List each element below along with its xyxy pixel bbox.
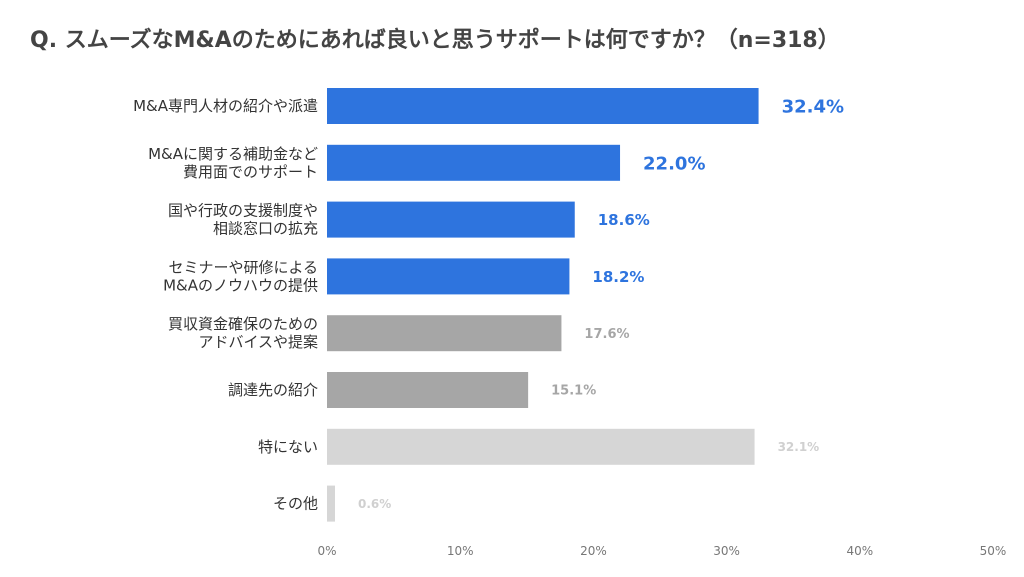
bar-7 <box>327 485 335 522</box>
bar-4 <box>327 315 562 352</box>
category-label-4-1: アドバイスや提案 <box>198 333 318 351</box>
value-label-7: 0.6% <box>358 497 391 511</box>
x-tick-label-2: 20% <box>580 544 607 558</box>
bar-2 <box>327 201 575 238</box>
x-tick-label-4: 40% <box>846 544 873 558</box>
bar-6 <box>327 428 755 465</box>
category-label-2-0: 国や行政の支援制度や <box>168 202 318 220</box>
category-label-2-1: 相談窓口の拡充 <box>213 220 318 238</box>
category-label-1-1: 費用面でのサポート <box>183 163 318 181</box>
value-labels-group: 32.4% 22.0% 18.6% 18.2% 17.6% 15.1% 32.1% 0.6% <box>358 96 844 510</box>
category-label-3-0: セミナーや研修による <box>168 258 318 276</box>
x-tick-label-0: 0% <box>317 544 336 558</box>
bar-3 <box>327 258 570 295</box>
chart-title: Q. スムーズなM&Aのためにあれば良いと思うサポートは何ですか？（n=318） <box>30 28 840 53</box>
value-label-4: 17.6% <box>584 327 629 342</box>
bars-group <box>327 88 759 522</box>
category-label-7-0: その他 <box>273 495 318 513</box>
value-label-3: 18.2% <box>592 268 644 286</box>
category-label-3-1: M&Aのノウハウの提供 <box>163 276 318 294</box>
category-label-0-0: M&A専門人材の紹介や派遣 <box>133 97 318 115</box>
category-label-5-0: 調達先の紹介 <box>228 381 318 399</box>
bar-0 <box>327 88 759 124</box>
x-tick-label-1: 10% <box>447 544 474 558</box>
category-label-1-0: M&Aに関する補助金など <box>148 145 318 163</box>
category-label-6-0: 特にない <box>258 438 318 456</box>
value-label-5: 15.1% <box>551 384 596 399</box>
value-label-0: 32.4% <box>782 96 844 117</box>
x-tick-label-3: 30% <box>713 544 740 558</box>
category-labels-group: M&A専門人材の紹介や派遣 M&Aに関する補助金など費用面でのサポート国や行政の支… <box>133 97 318 513</box>
x-axis-ticks-group: 0% 10% 20% 30% 40% 50% <box>317 544 1006 558</box>
bar-1 <box>327 144 621 181</box>
x-tick-label-5: 50% <box>980 544 1007 558</box>
category-label-4-0: 買収資金確保のための <box>168 315 318 333</box>
value-label-1: 22.0% <box>643 153 705 174</box>
value-label-2: 18.6% <box>598 211 650 229</box>
bar-5 <box>327 372 529 408</box>
value-label-6: 32.1% <box>778 440 820 454</box>
